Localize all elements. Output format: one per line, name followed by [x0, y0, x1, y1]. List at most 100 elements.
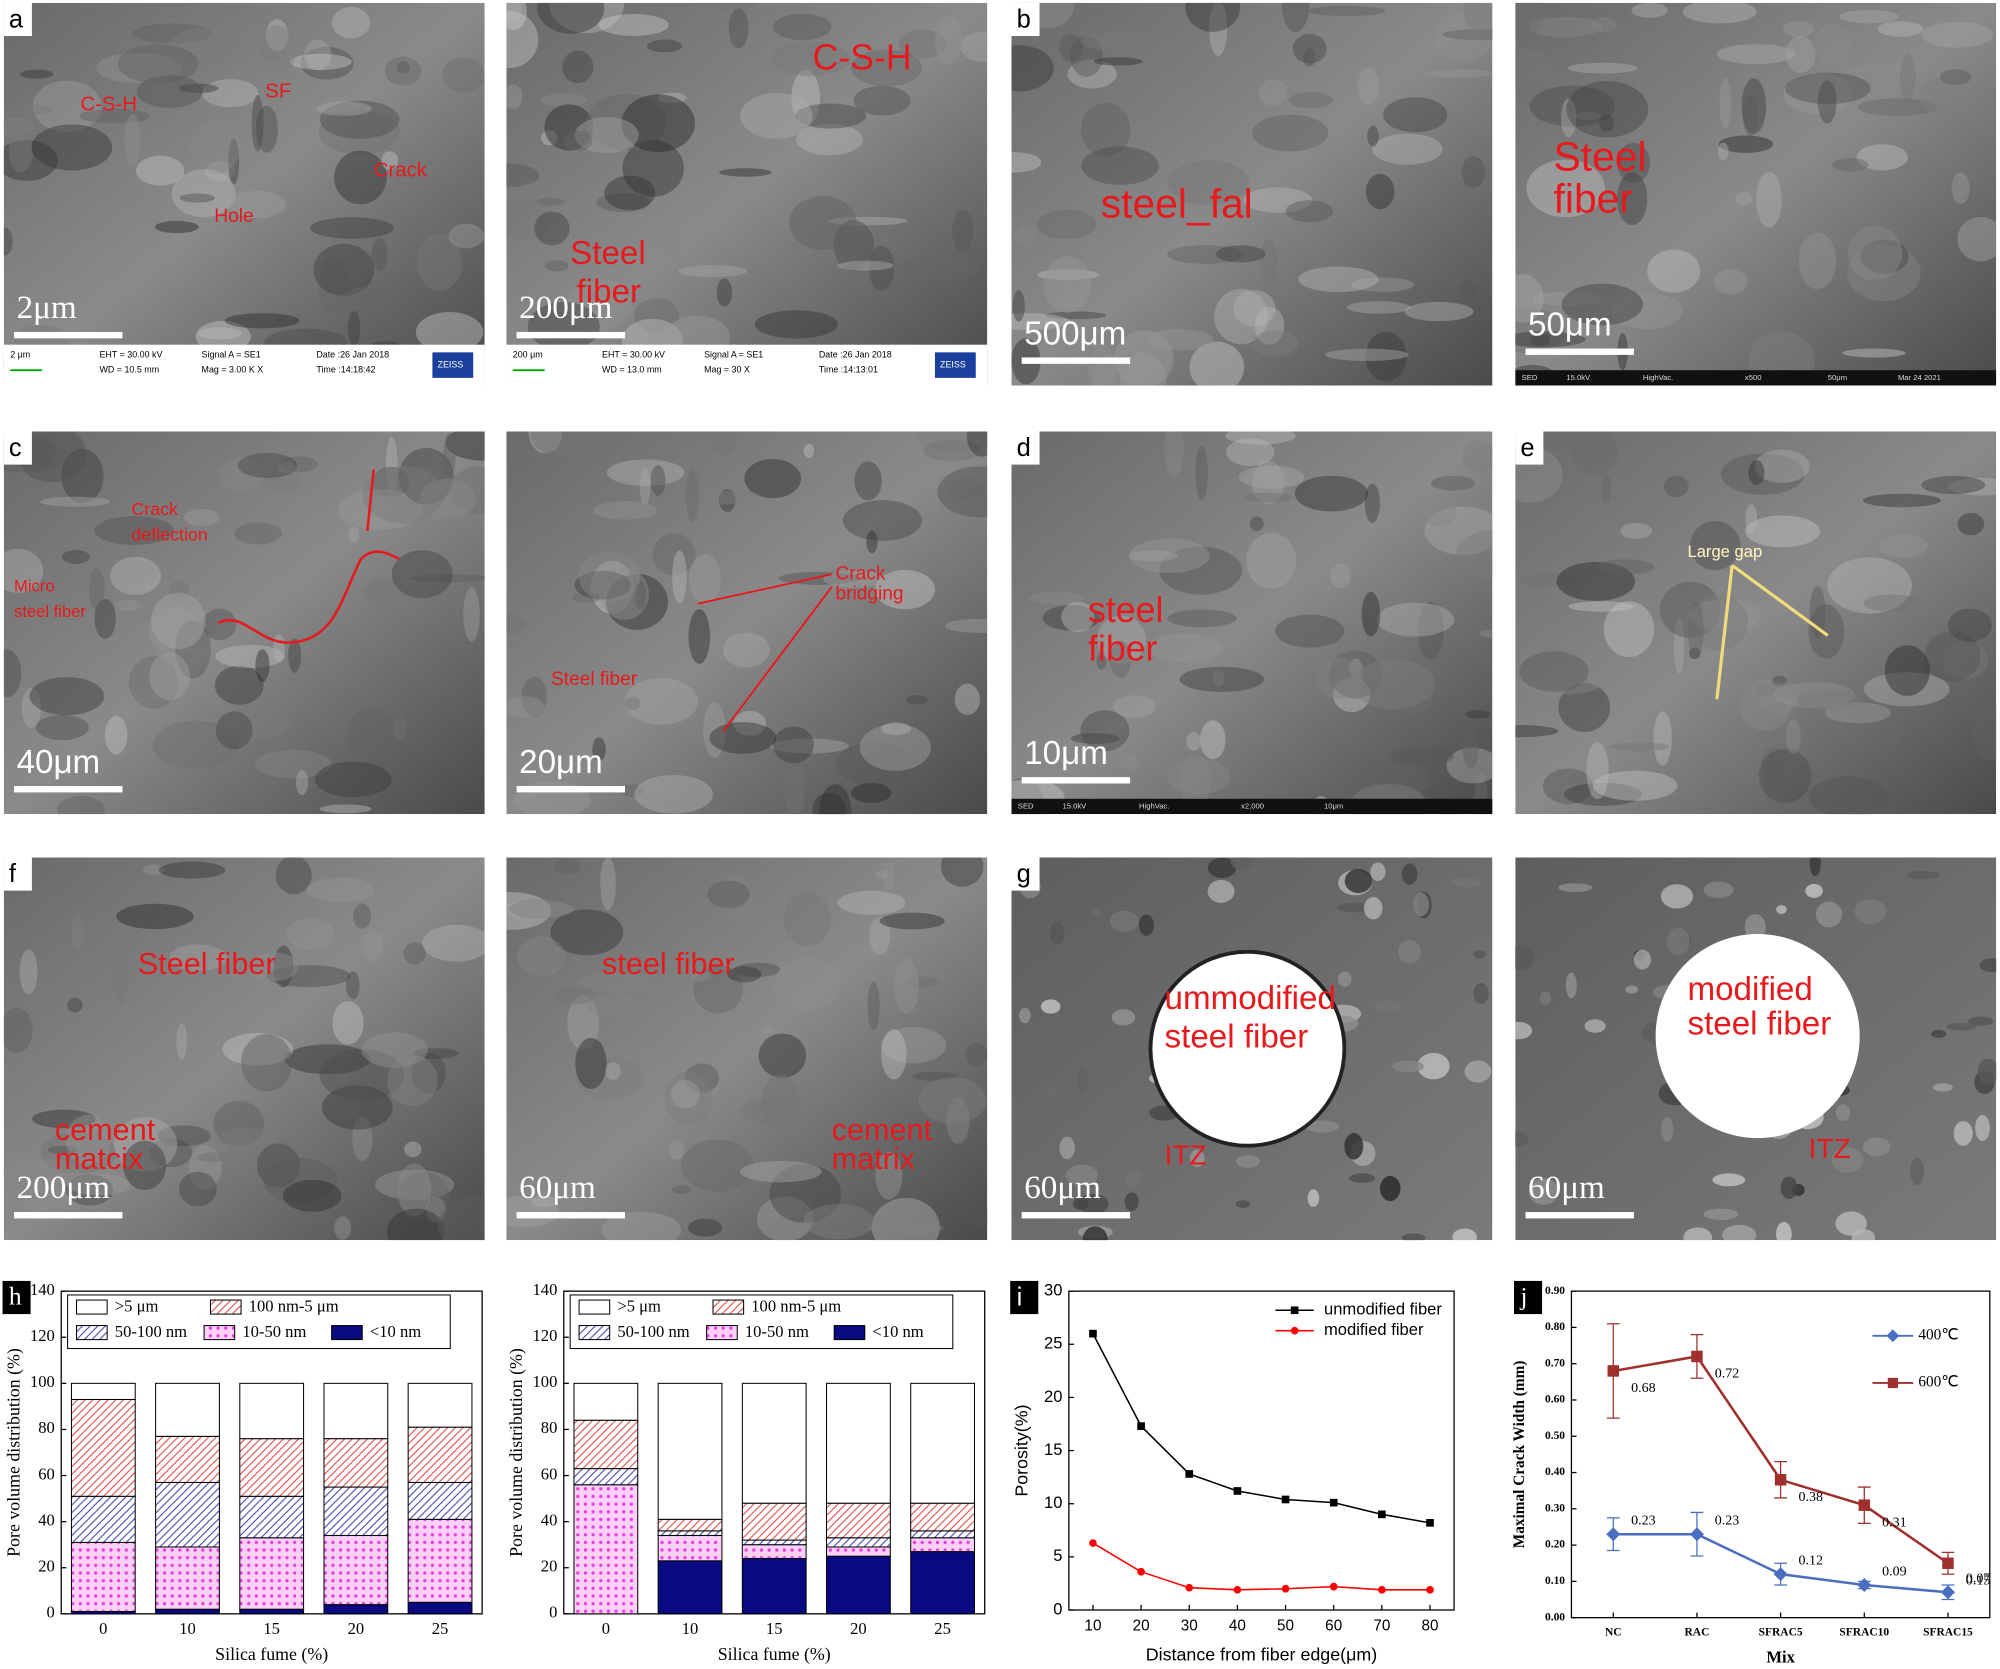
texture [1617, 172, 1648, 226]
texture [1110, 910, 1139, 932]
texture [443, 433, 456, 478]
texture [1392, 1060, 1424, 1073]
image-background [1011, 2, 1493, 386]
marker [1185, 1470, 1194, 1478]
texture [624, 678, 699, 725]
texture [154, 220, 199, 234]
texture [592, 501, 658, 520]
texture [1185, 2, 1241, 32]
texture [572, 591, 600, 604]
legend-box [569, 1294, 954, 1350]
annotation: modified [1688, 971, 1813, 1008]
texture [1971, 704, 1997, 761]
panel-letter: g [1017, 860, 1031, 888]
texture [1451, 877, 1482, 888]
legend-label: 400℃ [1918, 1326, 1958, 1343]
scale-bar [14, 1212, 123, 1219]
texture [1233, 290, 1276, 327]
texture [1110, 640, 1132, 679]
annotation: cement [832, 1113, 933, 1147]
texture [1848, 225, 1903, 281]
fiber-section [1655, 933, 1860, 1139]
texture [903, 252, 981, 282]
legend-label: >5 μm [617, 1297, 661, 1316]
legend-swatch [209, 1299, 242, 1315]
texture [604, 175, 656, 211]
marker [1689, 1527, 1704, 1542]
texture [286, 917, 335, 951]
texture [688, 609, 711, 664]
texture [40, 1130, 117, 1174]
texture [1717, 142, 1729, 161]
texture [918, 1077, 987, 1124]
y-axis-title: Pore volume distribution (%) [3, 1348, 24, 1557]
texture [179, 193, 215, 203]
texture [1703, 881, 1734, 899]
texture [94, 516, 175, 546]
texture [149, 1138, 193, 1168]
texture [1306, 1120, 1340, 1133]
texture [1899, 53, 1916, 101]
texture [1835, 1104, 1851, 1122]
panel-letter-box [1011, 431, 1040, 465]
marker [1607, 1365, 1620, 1377]
y-tick-label: 140 [30, 1280, 55, 1299]
annotation: steel fiber [14, 602, 86, 621]
texture [318, 110, 400, 155]
arrow [1715, 564, 1829, 700]
texture [319, 1049, 405, 1101]
texture [169, 944, 227, 972]
texture [1036, 269, 1099, 281]
texture [448, 466, 485, 514]
crack-trace [217, 469, 400, 644]
texture [259, 31, 288, 63]
texture [950, 478, 983, 503]
annotation: Steel fiber [138, 947, 276, 981]
texture [1070, 732, 1120, 744]
texture [1465, 710, 1492, 719]
texture [1574, 111, 1601, 120]
texture [196, 1152, 228, 1163]
bar-segment [910, 1537, 975, 1553]
texture [1040, 1086, 1061, 1099]
info-text: Mar 24 2021 [1898, 373, 1941, 382]
x-tick-label: 20 [348, 1619, 365, 1638]
texture [1532, 291, 1603, 307]
texture [966, 431, 988, 457]
texture [1633, 949, 1652, 970]
image-background [506, 431, 988, 815]
texture [422, 924, 485, 962]
texture [823, 570, 886, 588]
texture [1459, 280, 1478, 305]
texture [1303, 48, 1316, 67]
texture [8, 131, 33, 173]
texture [1529, 17, 1603, 38]
texture [1363, 758, 1429, 805]
texture [393, 717, 407, 741]
chart: 0.00 0.10 0.20 0.30 0.40 0.50 0.60 0.70 0.80 0.90… [1511, 1280, 1991, 1666]
y-tick-label: 0.40 [1545, 1466, 1565, 1478]
bar-segment [323, 1438, 389, 1488]
texture [1932, 1083, 1953, 1092]
annotation: Steel fiber [551, 669, 638, 690]
texture [893, 958, 919, 1014]
texture [744, 458, 802, 499]
texture [1473, 982, 1489, 1005]
texture [906, 976, 939, 988]
image-background [506, 2, 988, 386]
texture [1167, 245, 1245, 264]
legend-swatch [712, 1299, 745, 1315]
texture [397, 1172, 450, 1222]
texture [1383, 97, 1448, 133]
panel-letter: j [1519, 1282, 1527, 1311]
texture [554, 858, 581, 875]
texture [321, 1085, 393, 1130]
texture [1189, 341, 1245, 386]
texture [316, 101, 372, 116]
texture [167, 28, 247, 70]
texture [1808, 776, 1888, 815]
texture [3, 1159, 80, 1185]
texture [540, 93, 587, 107]
texture [728, 8, 749, 49]
